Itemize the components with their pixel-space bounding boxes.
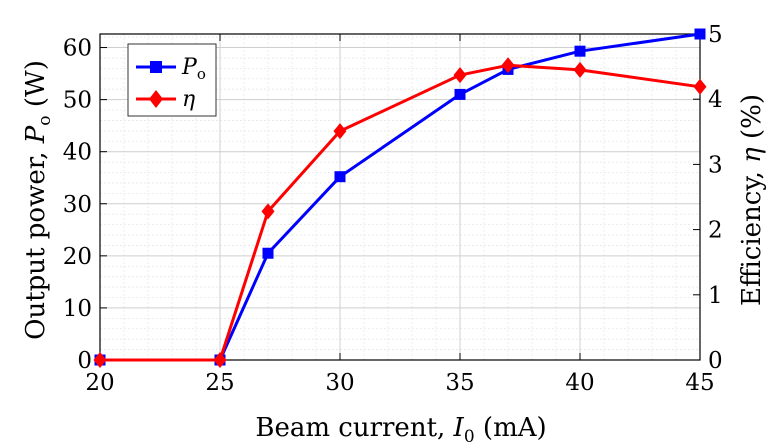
data-point-power (262, 247, 274, 259)
y-left-tick-label: 30 (63, 192, 92, 218)
y-left-tick-label: 40 (63, 140, 92, 166)
x-tick-label: 45 (685, 370, 714, 396)
x-tick-label: 35 (445, 370, 474, 396)
data-point-efficiency (93, 352, 107, 368)
y-right-tick-label: 4 (708, 87, 723, 113)
x-axis-label: Beam current, I0 (mA) (255, 413, 546, 447)
y-axis-left-label: Output power, Po (W) (21, 60, 55, 340)
y-right-tick-label: 5 (708, 22, 723, 48)
data-point-efficiency (333, 123, 347, 140)
x-tick-label: 25 (205, 370, 234, 396)
y-right-tick-label: 3 (708, 152, 723, 178)
series-line-power (100, 32, 701, 362)
data-point-power (334, 171, 346, 183)
y-left-tick-label: 0 (77, 348, 92, 374)
legend-box (127, 43, 217, 117)
legend-label-power: Po (181, 55, 206, 83)
data-point-efficiency (261, 203, 275, 220)
y-left-tick-label: 10 (63, 296, 92, 322)
legend-marker-power (150, 61, 162, 73)
y-right-tick-label: 1 (708, 283, 723, 309)
data-point-power (694, 28, 706, 40)
data-point-efficiency (501, 57, 515, 74)
data-point-efficiency (213, 352, 227, 368)
y-left-tick-label: 20 (63, 244, 92, 270)
series-layer (93, 28, 707, 368)
plot-frame (99, 33, 701, 361)
data-point-power (574, 45, 586, 57)
data-point-power (454, 88, 466, 100)
y-right-tick-label: 2 (708, 218, 723, 244)
data-point-efficiency (573, 61, 587, 78)
series-line-efficiency (100, 63, 701, 362)
x-tick-label: 20 (85, 370, 114, 396)
y-left-tick-label: 50 (63, 88, 92, 114)
y-axis-right-label: Efficiency, η (%) (737, 94, 767, 306)
legend: Po η (127, 43, 217, 117)
data-point-efficiency (693, 78, 707, 95)
x-tick-label: 40 (565, 370, 594, 396)
y-left-tick-label: 60 (63, 36, 92, 62)
y-right-tick-label: 0 (708, 348, 723, 374)
legend-marker-efficiency (149, 90, 163, 108)
data-point-efficiency (453, 67, 467, 84)
legend-label-efficiency: η (182, 87, 195, 112)
x-tick-label: 30 (325, 370, 354, 396)
